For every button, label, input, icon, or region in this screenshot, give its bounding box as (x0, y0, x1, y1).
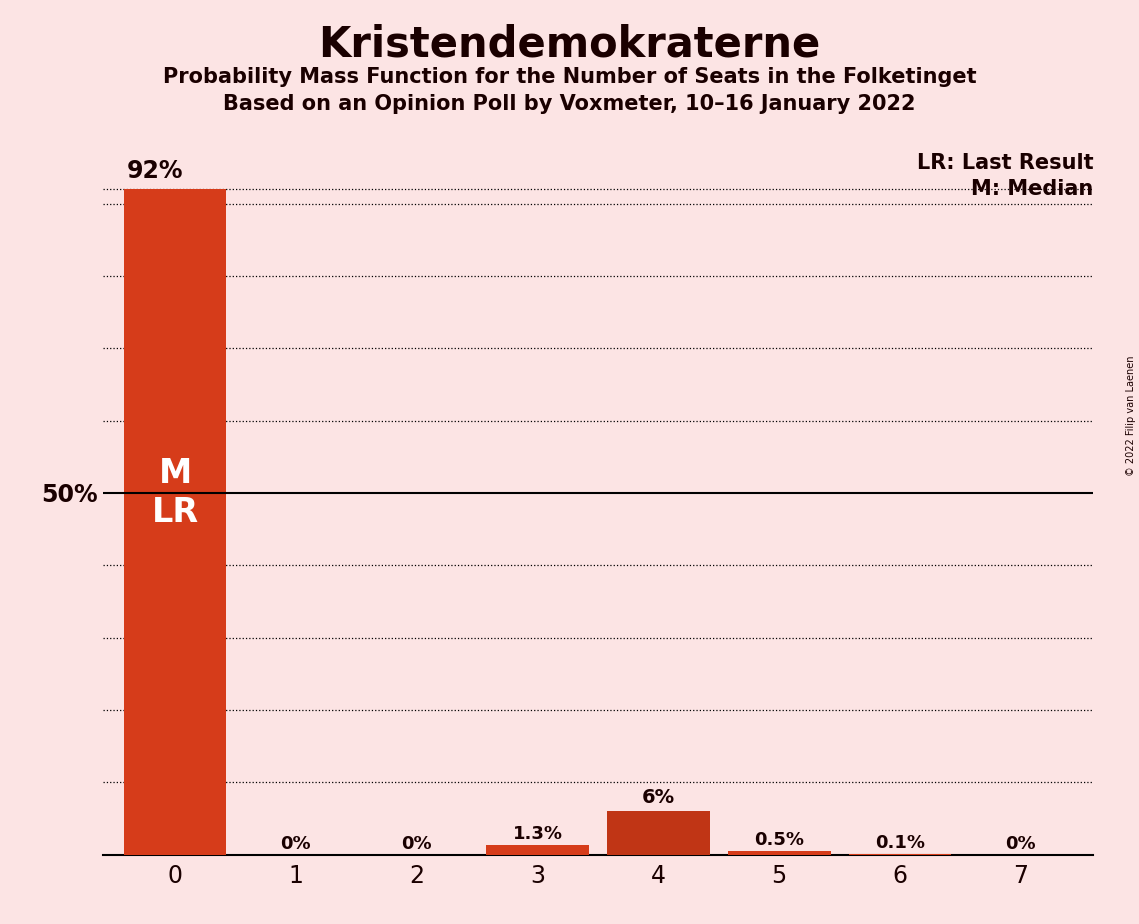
Text: 0%: 0% (280, 834, 311, 853)
Text: LR: Last Result: LR: Last Result (917, 152, 1093, 173)
Text: 1.3%: 1.3% (513, 825, 563, 843)
Text: 92%: 92% (126, 159, 183, 183)
Text: M: Median: M: Median (972, 179, 1093, 199)
Text: 6%: 6% (642, 788, 675, 807)
Bar (486, 845, 589, 855)
Text: 0.5%: 0.5% (754, 831, 804, 849)
Bar (124, 189, 227, 855)
Text: Kristendemokraterne: Kristendemokraterne (319, 23, 820, 65)
Bar (728, 851, 830, 855)
Text: © 2022 Filip van Laenen: © 2022 Filip van Laenen (1126, 356, 1136, 476)
Text: Based on an Opinion Poll by Voxmeter, 10–16 January 2022: Based on an Opinion Poll by Voxmeter, 10… (223, 94, 916, 115)
Text: 0%: 0% (401, 834, 432, 853)
Text: 0.1%: 0.1% (875, 833, 925, 852)
Text: Probability Mass Function for the Number of Seats in the Folketinget: Probability Mass Function for the Number… (163, 67, 976, 87)
Text: M
LR: M LR (151, 457, 198, 529)
Text: 0%: 0% (1006, 834, 1036, 853)
Bar (607, 811, 710, 855)
